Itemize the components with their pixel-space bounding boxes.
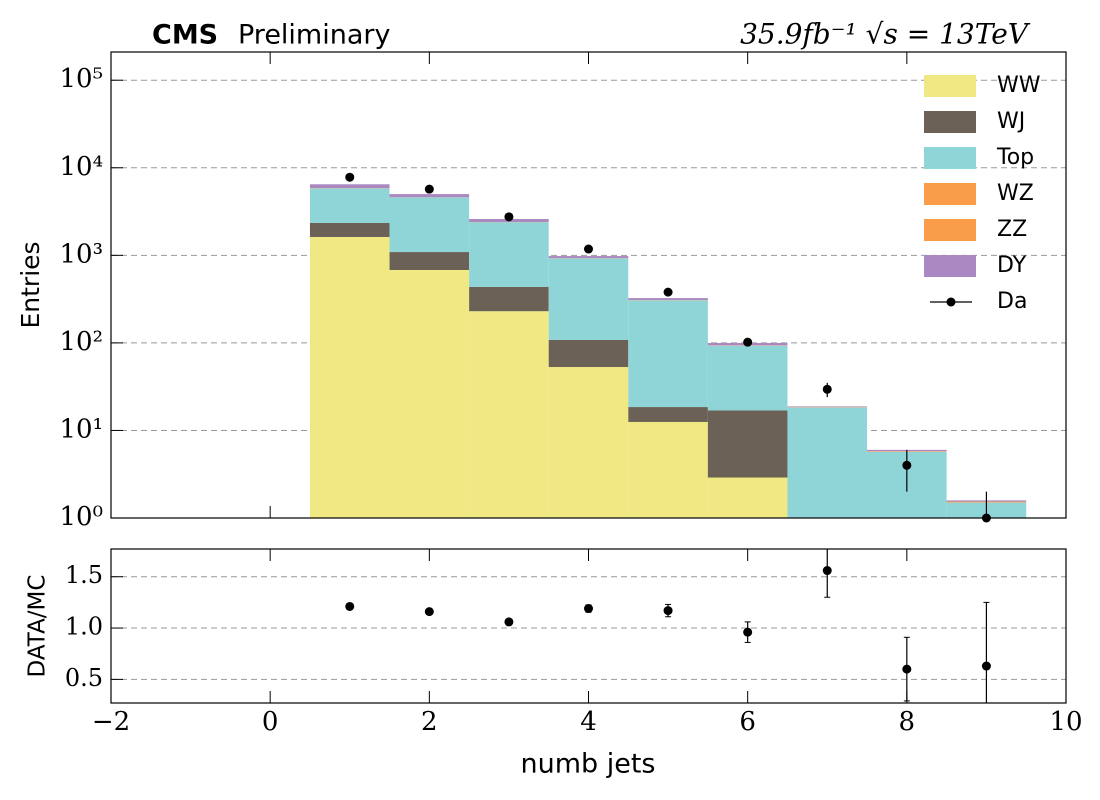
- stack-segment: [469, 286, 549, 312]
- data-point: [424, 184, 434, 194]
- stack-segment: [389, 252, 470, 270]
- x-tick-label: 4: [580, 707, 597, 737]
- legend-label: WW: [997, 73, 1041, 98]
- stack-segment: [787, 407, 868, 518]
- data-point: [663, 606, 673, 616]
- data-point: [345, 601, 355, 611]
- chart-title: CMS: [152, 20, 218, 51]
- data-point: [424, 607, 434, 617]
- y-axis-label: DATA/MC: [25, 575, 51, 678]
- stack-segment: [628, 298, 708, 300]
- legend-label: WZ: [997, 181, 1034, 206]
- stack-segment: [548, 256, 629, 259]
- data-point: [584, 604, 593, 614]
- data-point: [584, 244, 593, 254]
- y-tick-label: 10²: [59, 327, 103, 357]
- stack-segment: [389, 194, 470, 198]
- stack-segment: [628, 407, 708, 422]
- x-tick-label: 10: [1049, 707, 1082, 737]
- data-point: [743, 627, 753, 637]
- stack-segment: [707, 477, 788, 518]
- legend-swatch: [924, 111, 976, 133]
- y-tick-label: 0.5: [65, 664, 103, 692]
- stack-segment: [628, 300, 708, 408]
- legend-label: WJ: [997, 109, 1025, 134]
- x-tick-label: −2: [92, 707, 130, 737]
- y-tick-label: 10¹: [59, 414, 103, 444]
- x-tick-label: 0: [262, 707, 279, 737]
- data-point: [504, 212, 514, 222]
- stack-segment: [548, 339, 629, 368]
- legend-swatch: [924, 147, 976, 169]
- stack-segment: [309, 188, 390, 224]
- y-tick-label: 10⁵: [59, 64, 103, 94]
- stack-segment: [469, 222, 549, 287]
- stack-segment: [548, 367, 629, 518]
- stack-segment: [548, 258, 629, 340]
- x-tick-label: 8: [899, 707, 916, 737]
- legend-swatch: [924, 75, 976, 97]
- data-point: [981, 661, 991, 671]
- data-point: [743, 337, 753, 347]
- legend-swatch: [924, 183, 976, 205]
- stack-segment: [309, 184, 390, 189]
- legend-swatch: [924, 255, 976, 277]
- data-point: [504, 617, 514, 627]
- stack-segment: [389, 269, 470, 518]
- legend-marker: [946, 297, 956, 307]
- legend-swatch: [924, 219, 976, 241]
- y-axis-label: Entries: [16, 241, 45, 328]
- y-tick-label: 1.5: [65, 561, 103, 589]
- data-point: [822, 566, 832, 576]
- stack-segment: [628, 421, 708, 518]
- stack-segment: [469, 311, 549, 518]
- y-tick-label: 1.0: [65, 613, 103, 641]
- data-point: [822, 384, 832, 394]
- stack-segment: [787, 406, 868, 408]
- x-axis-label: numb jets: [520, 749, 655, 780]
- stack-segment: [309, 223, 390, 237]
- y-tick-label: 10³: [59, 239, 103, 269]
- plot-frame: [110, 548, 1067, 704]
- stack-segment: [389, 197, 470, 253]
- legend-label: Top: [996, 145, 1034, 170]
- y-tick-label: 10⁰: [59, 502, 103, 532]
- data-point: [902, 664, 912, 674]
- legend-label: Da: [997, 289, 1027, 314]
- y-tick-label: 10⁴: [59, 152, 103, 182]
- x-tick-label: 2: [421, 707, 438, 737]
- stack-segment: [309, 236, 390, 518]
- plot-frame: [110, 51, 1067, 519]
- chart-subtitle: Preliminary: [238, 20, 390, 51]
- lumi-annotation: 35.9fb⁻¹ √s = 13TeV: [740, 18, 1031, 51]
- data-point: [345, 172, 355, 182]
- legend-label: ZZ: [997, 217, 1027, 242]
- x-tick-label: 6: [739, 707, 756, 737]
- legend-label: DY: [997, 253, 1027, 278]
- data-point: [902, 460, 912, 470]
- stack-segment: [707, 345, 788, 411]
- stack-segment: [707, 410, 788, 478]
- data-point: [663, 287, 673, 297]
